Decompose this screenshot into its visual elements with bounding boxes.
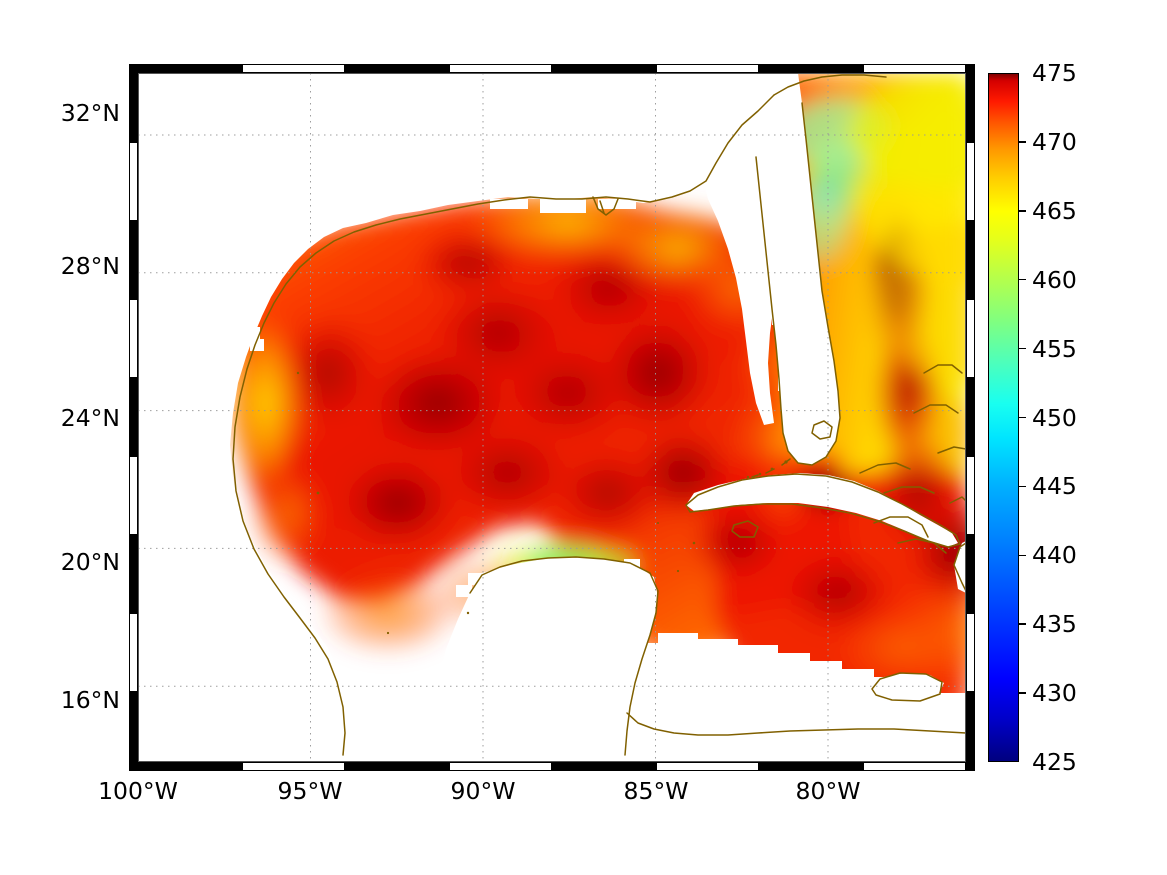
lat-tick-label-24N: 24°N — [60, 404, 120, 432]
pixel-edge-mask — [234, 199, 790, 597]
frame-segment — [552, 762, 656, 771]
colorbar-gradient — [988, 73, 1019, 762]
lon-tick-label-100W: 100°W — [98, 777, 178, 805]
frame-segment — [862, 762, 966, 771]
frame-segment — [966, 456, 975, 535]
map-frame-bottom — [138, 762, 966, 771]
colorbar[interactable]: 475 470 465 460 455 450 445 440 435 430 425 — [988, 59, 1077, 776]
frame-segment — [241, 762, 345, 771]
frame-segment — [448, 64, 552, 73]
frame-segment — [129, 534, 138, 614]
frame-segment — [129, 613, 138, 692]
map-frame-top — [138, 64, 966, 73]
frame-segment — [138, 762, 242, 771]
colorbar-tick-mark — [1019, 278, 1026, 281]
frame-segment — [759, 762, 863, 771]
colorbar-tick-mark — [1019, 416, 1026, 419]
frame-segment — [241, 64, 345, 73]
frame-segment — [655, 64, 759, 73]
frame-segment — [129, 299, 138, 378]
lon-tick-label-80W: 80°W — [795, 777, 861, 805]
frame-segment — [966, 691, 975, 771]
frame-segment — [966, 220, 975, 300]
colorbar-tick-label-465: 465 — [1032, 196, 1077, 225]
lon-tick-label-90W: 90°W — [450, 777, 516, 805]
frame-segment — [966, 142, 975, 221]
map-axes[interactable] — [138, 73, 966, 762]
frame-segment — [966, 299, 975, 378]
frame-segment — [345, 762, 449, 771]
coastlines — [232, 74, 966, 756]
colorbar-tick-label-435: 435 — [1032, 610, 1077, 639]
map-gridlines — [138, 73, 966, 762]
frame-segment — [129, 691, 138, 771]
colorbar-tick-mark — [1019, 485, 1026, 488]
lat-tick-label-20N: 20°N — [60, 548, 120, 576]
frame-segment — [345, 64, 449, 73]
colorbar-tick-label-460: 460 — [1032, 265, 1077, 294]
frame-segment — [966, 64, 975, 143]
colorbar-tick-mark — [1019, 623, 1026, 625]
map-frame-left — [129, 64, 138, 771]
colorbar-tick-mark — [1019, 347, 1026, 350]
frame-segment — [448, 762, 552, 771]
colorbar-tick-mark — [1019, 554, 1026, 557]
map-plot-area — [138, 73, 966, 762]
frame-segment — [129, 377, 138, 457]
frame-segment — [138, 64, 242, 73]
colorbar-tick-label-450: 450 — [1032, 403, 1077, 432]
frame-segment — [129, 142, 138, 221]
lon-tick-label-95W: 95°W — [277, 777, 343, 805]
lat-tick-label-28N: 28°N — [60, 252, 120, 280]
colorbar-tick-label-430: 430 — [1032, 679, 1077, 708]
frame-segment — [862, 64, 966, 73]
frame-segment — [966, 377, 975, 457]
colorbar-tick-label-455: 455 — [1032, 334, 1077, 363]
lon-tick-label-85W: 85°W — [623, 777, 689, 805]
map-raster — [138, 73, 966, 762]
frame-segment — [966, 534, 975, 614]
colorbar-tick-label-470: 470 — [1032, 127, 1077, 156]
colorbar-tick-label-440: 440 — [1032, 541, 1077, 570]
frame-segment — [129, 64, 138, 143]
map-frame-right — [966, 64, 975, 771]
colorbar-tick-label-425: 425 — [1032, 748, 1077, 776]
colorbar-tick-mark — [1019, 210, 1026, 212]
lat-tick-label-32N: 32°N — [60, 99, 120, 127]
lat-tick-label-16N: 16°N — [60, 686, 120, 714]
frame-segment — [129, 220, 138, 300]
frame-segment — [759, 64, 863, 73]
colorbar-tick-mark — [1019, 141, 1026, 143]
frame-segment — [552, 64, 656, 73]
frame-segment — [655, 762, 759, 771]
frame-segment — [129, 456, 138, 535]
colorbar-tick-label-475: 475 — [1032, 59, 1077, 87]
colorbar-tick-mark — [1019, 692, 1026, 694]
frame-segment — [966, 613, 975, 692]
colorbar-tick-label-445: 445 — [1032, 472, 1077, 501]
